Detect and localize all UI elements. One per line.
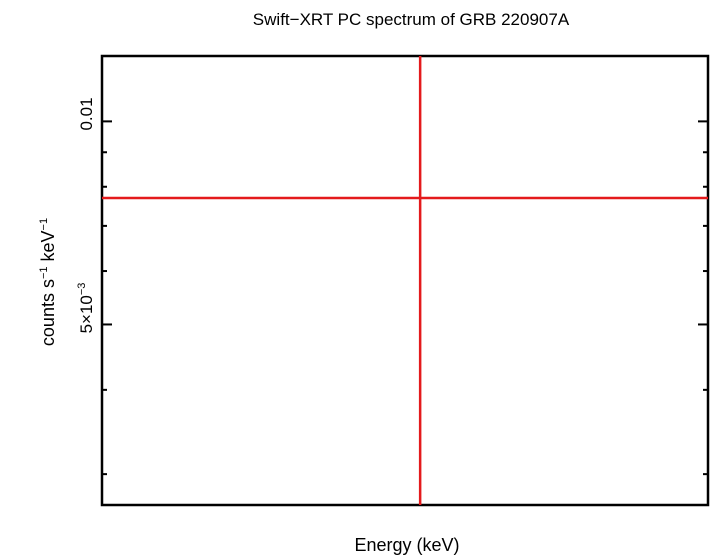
x-axis-label: Energy (keV) bbox=[354, 535, 459, 555]
data-series bbox=[102, 56, 708, 505]
y-axis-label: counts s−1 keV−1 bbox=[38, 218, 58, 346]
y-ticks bbox=[102, 120, 708, 476]
y-label-exp-1: −1 bbox=[38, 266, 50, 279]
chart-title: Swift−XRT PC spectrum of GRB 220907A bbox=[253, 10, 570, 29]
y-tick-label-5e-3-exp: −3 bbox=[76, 283, 88, 296]
plot-frame bbox=[100, 54, 710, 507]
y-label-exp-2: −1 bbox=[38, 218, 50, 231]
y-tick-label-0.01: 0.01 bbox=[77, 97, 96, 130]
y-label-part-1: counts s bbox=[38, 279, 58, 346]
y-tick-label-5e-3: 5×10−3 bbox=[76, 283, 96, 334]
y-tick-label-5e-3-base: 5×10 bbox=[77, 295, 96, 333]
y-label-part-2: keV bbox=[38, 230, 58, 266]
